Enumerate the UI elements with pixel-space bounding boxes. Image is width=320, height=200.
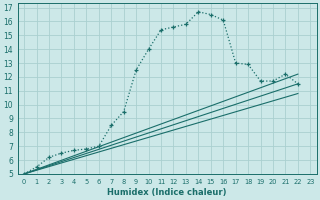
X-axis label: Humidex (Indice chaleur): Humidex (Indice chaleur) xyxy=(108,188,227,197)
